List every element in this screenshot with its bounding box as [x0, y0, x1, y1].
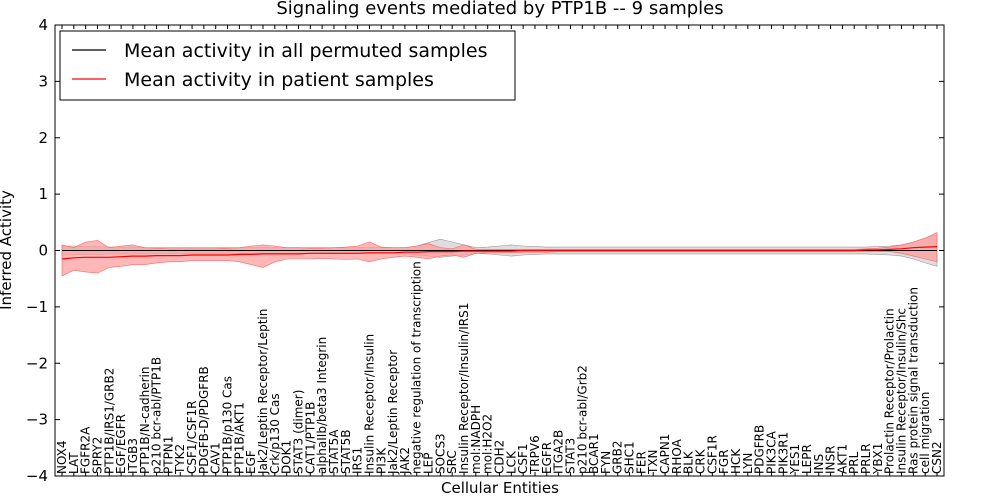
x-tick-label: FGR	[717, 449, 731, 474]
x-tick-label: Jak2/Leptin Receptor/Leptin	[256, 309, 270, 475]
legend-label-permuted: Mean activity in all permuted samples	[124, 40, 487, 62]
x-tick-label: LEPR	[800, 444, 814, 474]
x-tick-label: p210 bcr-abl/PTP1B	[150, 357, 164, 474]
y-tick-label: 1	[38, 185, 48, 203]
y-tick-label: −1	[26, 298, 48, 316]
x-tick-label: ITGA2B	[552, 430, 566, 474]
x-tick-label: PRL	[847, 451, 861, 474]
x-tick-label: CDH2	[493, 440, 507, 474]
x-tick-label: PI3K	[374, 447, 388, 474]
x-tick-label: Jak2/Leptin Receptor	[386, 350, 400, 475]
x-tick-label: EGF/EGFR	[114, 414, 128, 474]
x-tick-label: ITGB3	[126, 438, 140, 474]
legend-box	[59, 30, 516, 101]
x-tick-label: HCK	[729, 448, 743, 474]
x-tick-label: LAT	[67, 452, 81, 474]
x-tick-label: EGFR	[540, 442, 554, 474]
y-tick-label: 0	[38, 242, 48, 260]
x-tick-label: PTP1B/p130 Cas	[221, 376, 235, 474]
y-tick-label: 2	[38, 129, 48, 147]
patient-mean-line	[61, 246, 938, 260]
x-tick-label: FYN	[599, 451, 613, 474]
x-tick-label: PRLR	[859, 443, 873, 474]
y-tick-label: −2	[26, 354, 48, 372]
x-tick-label: TYK2	[173, 444, 187, 475]
x-tick-label: PIK3CA	[765, 430, 779, 474]
y-tick-label: −4	[26, 467, 48, 485]
x-tick-label: PTPN1	[161, 436, 175, 474]
legend: Mean activity in all permuted samples Me…	[59, 30, 516, 101]
x-tick-label: mol:NADPH	[469, 405, 483, 474]
chart-title: Signaling events mediated by PTP1B -- 9 …	[276, 0, 723, 19]
x-tick-label: AKT1	[835, 444, 849, 474]
x-tick-label: PIK3R1	[776, 432, 790, 474]
x-tick-label: Insulin Receptor/Insulin	[362, 334, 376, 474]
x-tick-label: CRK	[694, 448, 708, 474]
x-tick-label: SOCS3	[433, 433, 447, 474]
x-tick-label: EGF	[244, 450, 258, 474]
legend-label-patient: Mean activity in patient samples	[124, 69, 434, 91]
x-tick-label: CAPN1	[658, 434, 672, 474]
x-tick-label: TXN	[646, 449, 660, 475]
x-tick-label: cell migration	[918, 392, 932, 474]
x-tick-label: CAV1	[209, 442, 223, 474]
x-tick-label: NOX4	[55, 440, 69, 474]
y-tick-label: 3	[38, 72, 48, 90]
x-tick-label: FER	[634, 451, 648, 474]
x-tick-label: FGFR2A	[79, 426, 93, 474]
x-tick-label: alphaIIb/beta3 Integrin	[315, 337, 329, 474]
x-tick-label: CSF1	[516, 443, 530, 474]
x-tick-label: p210 bcr-abl/Grb2	[575, 365, 589, 474]
y-axis-label: Inferred Activity	[0, 190, 15, 310]
x-tick-label: LEP	[422, 452, 436, 474]
x-tick-label: mol:H2O2	[481, 414, 495, 474]
y-tick-label: −3	[26, 411, 48, 429]
x-tick-label: CSN2	[930, 441, 944, 474]
x-tick-label: SPRY2	[91, 437, 105, 474]
x-tick-label: LYN	[741, 453, 755, 474]
x-tick-label: SRC	[445, 450, 459, 474]
x-tick-label: PTP1B/AKT1	[232, 402, 246, 474]
x-tick-label: Ras protein signal transduction	[906, 287, 920, 474]
x-tick-label: STAT3 (dimer)	[292, 390, 306, 474]
x-tick-label: GRB2	[611, 440, 625, 474]
x-axis-label: Cellular Entities	[441, 479, 559, 497]
x-tick-label: STAT3	[563, 438, 577, 474]
x-tick-label: STAT5B	[339, 430, 353, 475]
x-tick-label: INSR	[824, 446, 838, 474]
x-tick-label: BLK	[682, 450, 696, 474]
x-tick-label: PTP1B/IRS1/GRB2	[102, 368, 116, 474]
x-tick-label: CSF1R	[705, 435, 719, 474]
x-tick-label: RHOA	[670, 438, 684, 474]
x-tick-label: SHC1	[623, 441, 637, 474]
x-tick-label: IRS1	[351, 447, 365, 474]
x-tick-label: BCAR1	[587, 433, 601, 474]
y-tick-label: 4	[38, 16, 48, 34]
x-tick-label: YES1	[788, 444, 802, 475]
x-tick-label: DOK1	[280, 440, 294, 474]
x-tick-label: Crk/p130 Cas	[268, 393, 282, 474]
x-tick-label: negative regulation of transcription	[410, 261, 424, 474]
x-tick-label: STAT5A	[327, 429, 341, 474]
x-tick-label: INS	[812, 454, 826, 474]
x-tick-label: TRPV6	[528, 435, 542, 475]
x-tick-label: PDGFRB	[753, 425, 767, 474]
x-tick-label: CAT1/PTP1B	[303, 402, 317, 474]
x-tick-label: LCK	[504, 450, 518, 474]
x-tick-label: YBX1	[871, 443, 885, 475]
x-tick-label: JAK2	[398, 447, 412, 475]
x-tick-label: Insulin Receptor/Insulin/Shc	[895, 308, 909, 474]
x-tick-label: PDGFB-D/PDGFRB	[197, 366, 211, 474]
x-tick-label: Prolactin Receptor/Prolactin	[883, 308, 897, 474]
x-tick-label: PTP1B/N-cadherin	[138, 367, 152, 474]
x-tick-label: CSF1/CSF1R	[185, 401, 199, 474]
x-tick-label: Insulin Receptor/Insulin/IRS1	[457, 303, 471, 474]
